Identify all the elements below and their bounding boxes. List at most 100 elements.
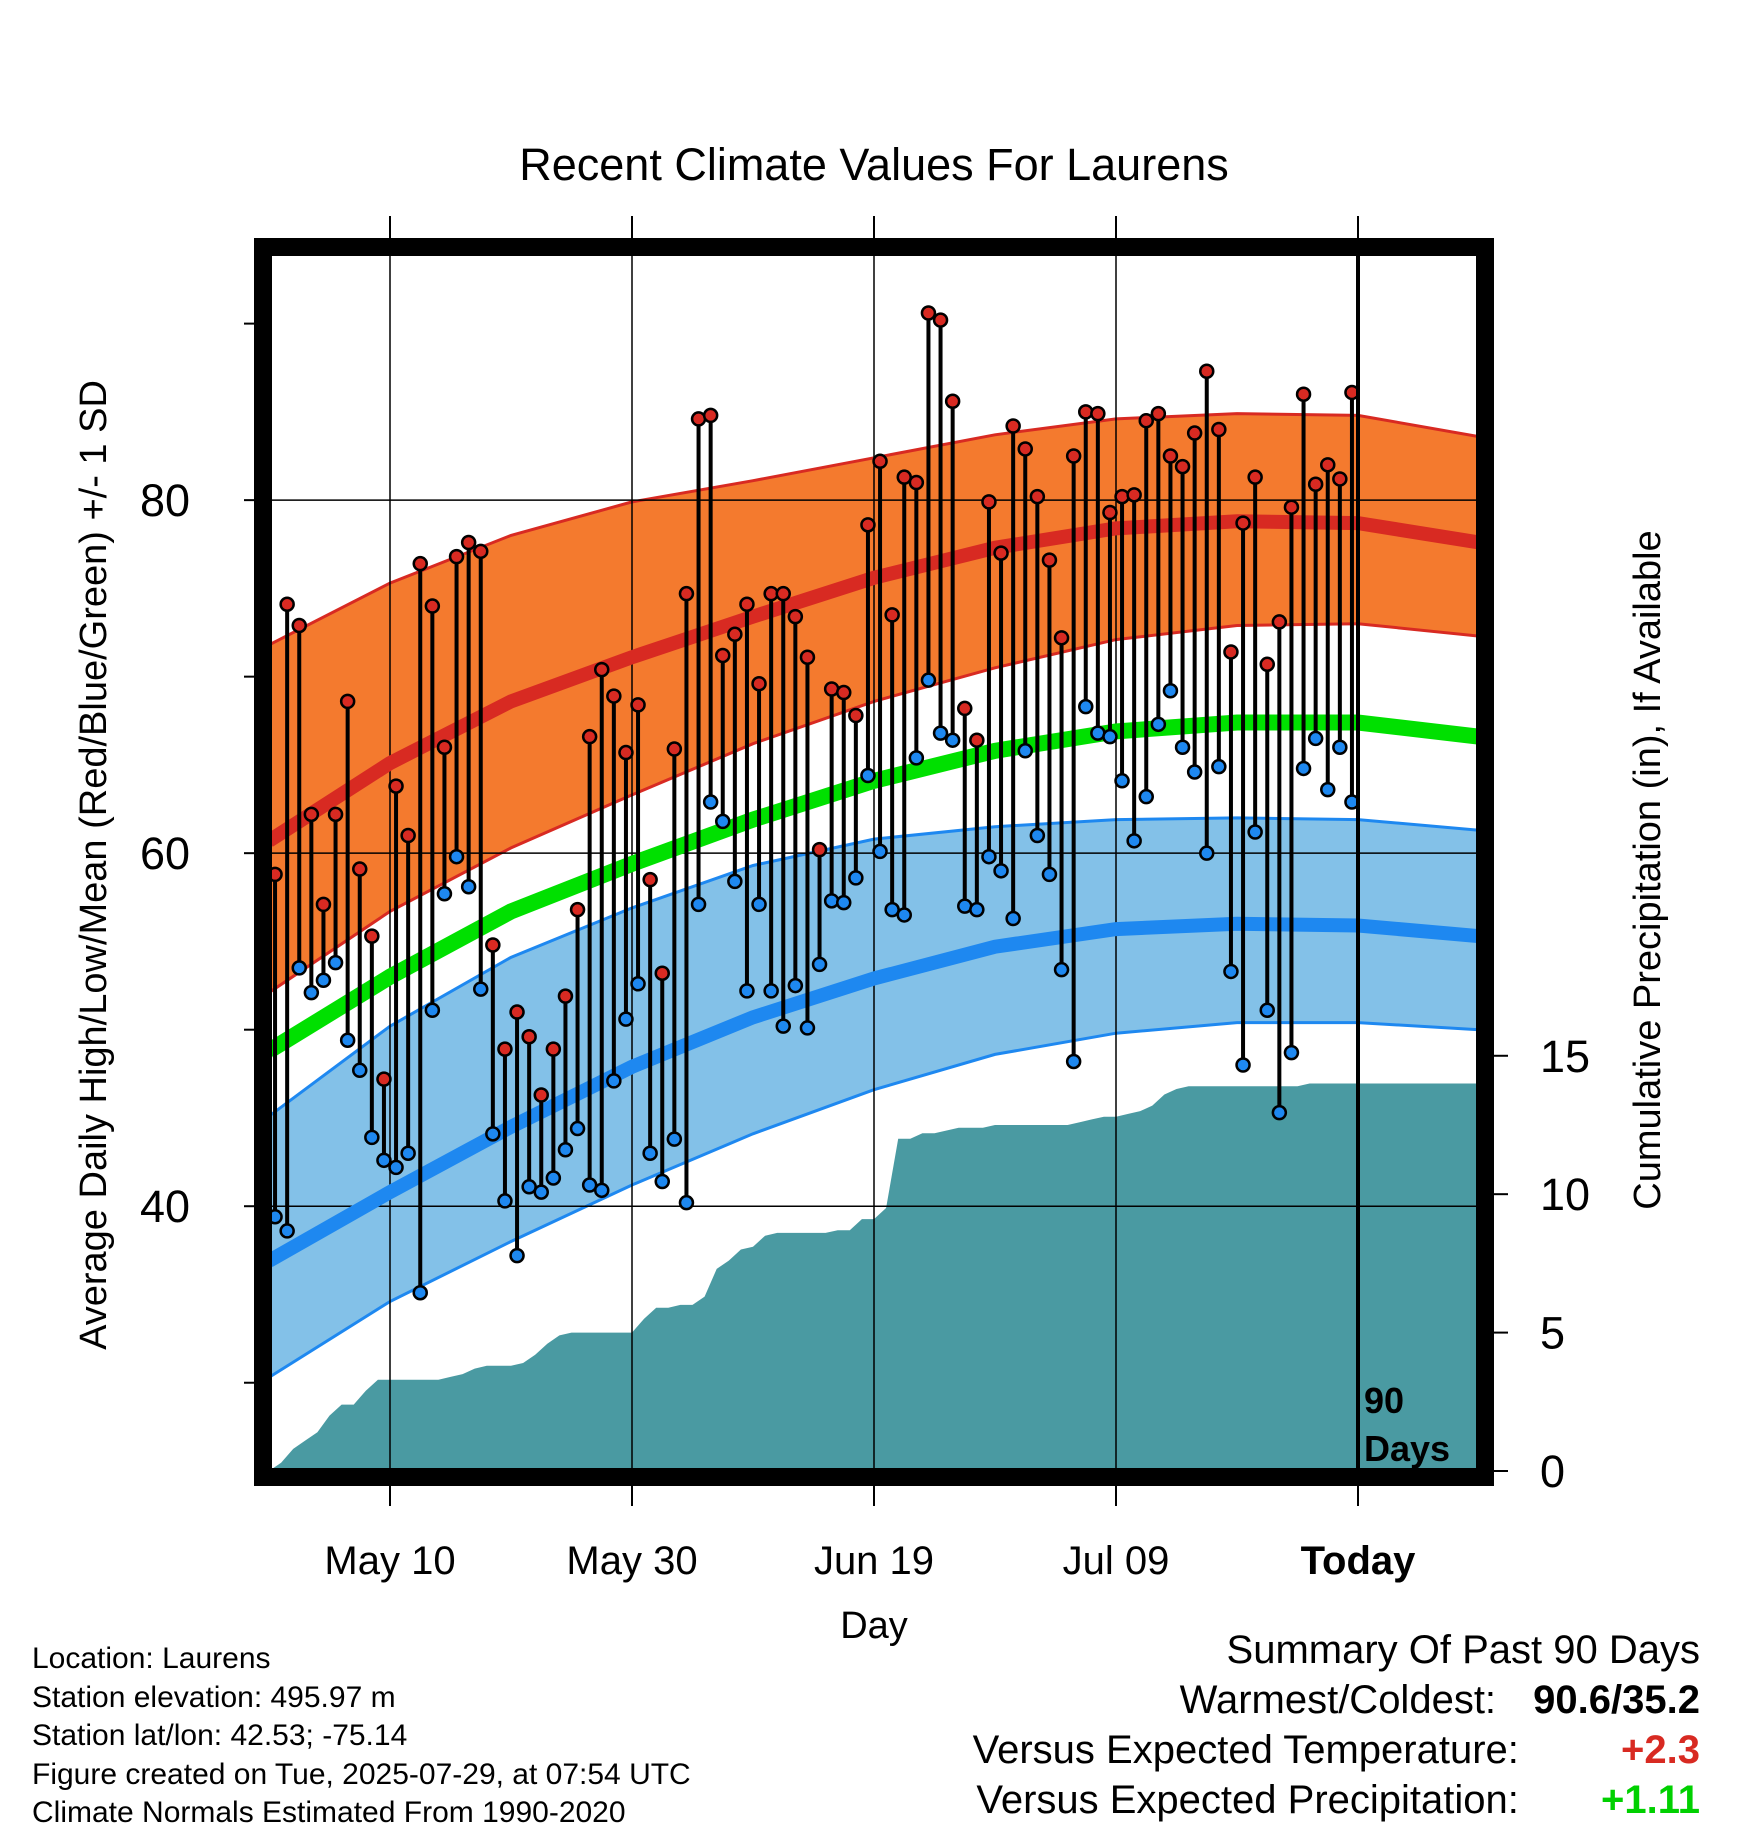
chart-title: Recent Climate Values For Laurens xyxy=(519,139,1229,190)
daily-high-point xyxy=(1090,405,1106,422)
daily-low-point xyxy=(594,1182,610,1199)
daily-high-point xyxy=(654,965,670,981)
daily-low-point xyxy=(1029,827,1046,844)
daily-low-point xyxy=(606,1073,622,1089)
daily-low-point xyxy=(545,1170,562,1186)
daily-low-point xyxy=(811,956,828,973)
daily-high-point xyxy=(1029,488,1046,505)
daily-high-point xyxy=(1102,504,1118,521)
daily-high-point xyxy=(944,393,961,410)
daily-high-point xyxy=(1005,418,1021,434)
daily-high-point xyxy=(485,937,501,953)
daily-high-point xyxy=(606,688,622,704)
daily-high-point xyxy=(920,305,937,321)
daily-high-point xyxy=(678,585,695,602)
y2-tick-label: 5 xyxy=(1540,1308,1565,1359)
daily-high-point xyxy=(1174,458,1191,475)
daily-high-point xyxy=(1150,405,1167,422)
daily-high-point xyxy=(448,548,465,565)
daily-low-point xyxy=(690,896,707,913)
summary-precip: Versus Expected Precipitation: +1.11 xyxy=(973,1775,1700,1825)
precip-value: +1.11 xyxy=(1600,1778,1700,1822)
daily-low-point xyxy=(1041,866,1058,883)
daily-low-point xyxy=(872,843,888,860)
x-tick-label: Jul 09 xyxy=(1063,1539,1170,1583)
daily-high-point xyxy=(327,806,344,823)
daily-high-point xyxy=(1295,386,1312,402)
daily-high-point xyxy=(594,661,610,678)
daily-low-point xyxy=(1259,1002,1275,1019)
daily-low-point xyxy=(1102,728,1118,745)
precip-label: Versus Expected Precipitation: xyxy=(976,1778,1519,1822)
summary-panel: Summary Of Past 90 Days Warmest/Coldest:… xyxy=(973,1625,1700,1825)
daily-low-point xyxy=(327,954,344,971)
daily-low-point xyxy=(969,901,985,918)
daily-high-point xyxy=(364,928,380,944)
daily-high-point xyxy=(836,684,852,701)
x-tick-label: Today xyxy=(1301,1539,1417,1583)
daily-high-point xyxy=(269,866,283,883)
daily-low-point xyxy=(993,863,1009,879)
daily-low-point xyxy=(339,1032,356,1049)
daily-low-point xyxy=(400,1145,416,1162)
daily-low-point xyxy=(981,848,997,865)
latlon-text: Station lat/lon: 42.53; -75.14 xyxy=(32,1719,408,1752)
daily-low-point xyxy=(848,870,864,886)
daily-high-point xyxy=(291,617,307,634)
daily-low-point xyxy=(460,878,477,895)
daily-low-point xyxy=(448,848,465,865)
station-info: Location: Laurens Station elevation: 495… xyxy=(32,1640,691,1833)
daily-low-point xyxy=(727,873,743,890)
x-axis-label: Day xyxy=(840,1605,908,1647)
daily-high-point xyxy=(376,1071,392,1087)
mean-normal-line xyxy=(269,714,1479,1058)
summary-temp: Versus Expected Temperature: +2.3 xyxy=(973,1725,1700,1775)
daily-high-point xyxy=(1307,476,1324,492)
daily-high-point xyxy=(1332,471,1348,487)
warm-cold-label: Warmest/Coldest: xyxy=(1179,1678,1497,1722)
x-tick-label: Jun 19 xyxy=(814,1539,934,1583)
daily-high-point xyxy=(642,871,658,888)
elevation-text: Station elevation: 495.97 m xyxy=(32,1680,396,1714)
daily-low-point xyxy=(1307,730,1324,747)
daily-low-point xyxy=(1162,683,1179,699)
daily-low-point xyxy=(1235,1057,1251,1073)
daily-high-point xyxy=(545,1041,562,1057)
high-normal-band xyxy=(269,413,1479,993)
daily-high-point xyxy=(811,841,828,858)
daily-high-point xyxy=(1320,457,1336,473)
daily-high-point xyxy=(1211,421,1227,438)
daily-high-point xyxy=(497,1041,513,1057)
daily-low-point xyxy=(1320,781,1336,798)
daily-high-point xyxy=(1271,614,1288,630)
daily-low-point xyxy=(1150,716,1167,733)
daily-high-point xyxy=(279,596,295,613)
daily-low-point xyxy=(497,1193,513,1209)
y2-tick-label: 10 xyxy=(1540,1169,1590,1220)
daily-low-point xyxy=(823,893,840,909)
daily-low-point xyxy=(618,1011,634,1027)
daily-low-point xyxy=(364,1129,380,1146)
daily-high-point xyxy=(1078,404,1094,420)
daily-high-point xyxy=(424,598,441,614)
daily-high-point xyxy=(557,988,574,1004)
summary-heading: Summary Of Past 90 Days xyxy=(1226,1628,1700,1672)
daily-low-point xyxy=(739,983,755,999)
low-normal-band xyxy=(269,817,1479,1378)
daily-low-point xyxy=(1053,961,1070,978)
daily-low-point xyxy=(388,1159,404,1176)
daily-high-point xyxy=(775,585,791,602)
daily-high-point xyxy=(1126,487,1142,503)
daily-high-point xyxy=(339,693,356,710)
x-tick-label: May 30 xyxy=(566,1539,697,1583)
daily-high-point xyxy=(303,806,320,823)
daily-high-point xyxy=(1223,644,1239,660)
daily-high-point xyxy=(352,861,368,877)
daily-low-point xyxy=(1126,833,1142,849)
daily-high-point xyxy=(1162,448,1179,464)
daily-low-point xyxy=(836,894,852,911)
daily-low-point xyxy=(944,732,961,748)
daily-low-point xyxy=(896,907,912,923)
daily-low-point xyxy=(666,1131,683,1147)
